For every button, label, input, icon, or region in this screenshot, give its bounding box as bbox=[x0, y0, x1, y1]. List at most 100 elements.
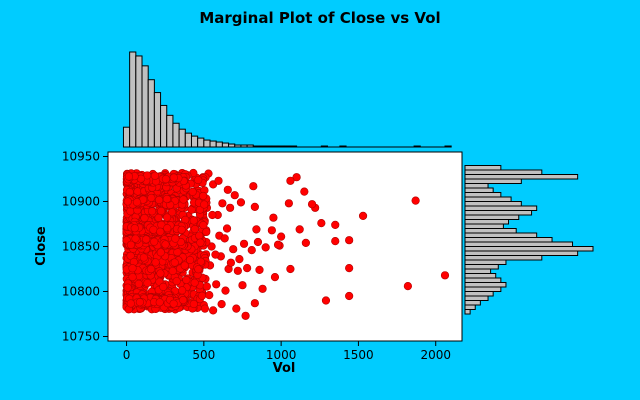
right-histogram-bar bbox=[464, 246, 594, 252]
top-histogram-bar bbox=[209, 140, 217, 148]
data-point bbox=[182, 275, 191, 285]
right-histogram-bar bbox=[464, 268, 492, 274]
right-histogram-bar bbox=[464, 304, 476, 310]
data-point bbox=[230, 191, 239, 200]
data-point bbox=[125, 187, 134, 197]
right-histogram-bar bbox=[464, 201, 522, 207]
data-point bbox=[317, 219, 326, 228]
data-point bbox=[200, 304, 210, 313]
data-point bbox=[172, 277, 181, 286]
data-point bbox=[241, 311, 250, 320]
data-point bbox=[171, 234, 180, 243]
x-tick-label: 0 bbox=[123, 348, 131, 362]
data-point bbox=[277, 232, 286, 241]
data-point bbox=[123, 283, 132, 292]
right-histogram-bar bbox=[464, 295, 489, 301]
top-histogram-bar bbox=[234, 144, 242, 148]
right-histogram-bar bbox=[464, 273, 497, 279]
x-axis: 0 500 1000 1500 2000 bbox=[123, 341, 451, 362]
data-point bbox=[196, 238, 205, 247]
data-point bbox=[273, 240, 283, 249]
data-point bbox=[226, 258, 235, 267]
data-point bbox=[235, 255, 244, 264]
data-point bbox=[188, 187, 197, 196]
data-point bbox=[345, 264, 354, 273]
data-point bbox=[331, 220, 340, 229]
top-histogram-bar bbox=[122, 126, 131, 148]
right-histogram-bar bbox=[464, 223, 504, 229]
scatter-points bbox=[122, 168, 450, 320]
top-histogram-bar bbox=[289, 145, 298, 148]
y-tick-label: 10750 bbox=[62, 330, 100, 344]
data-point bbox=[134, 279, 143, 289]
top-histogram-bar bbox=[166, 114, 174, 148]
data-point bbox=[156, 227, 165, 236]
top-histogram-bar bbox=[203, 139, 211, 148]
right-histogram-bar bbox=[464, 232, 538, 238]
top-histogram-bar bbox=[141, 65, 149, 148]
data-point bbox=[142, 235, 151, 244]
data-point bbox=[221, 286, 230, 295]
data-point bbox=[229, 245, 238, 254]
data-point bbox=[233, 266, 242, 275]
data-point bbox=[162, 194, 172, 204]
right-histogram-bar bbox=[464, 309, 471, 315]
right-histogram-bar bbox=[464, 255, 543, 261]
data-point bbox=[197, 291, 207, 300]
data-point bbox=[222, 224, 232, 233]
data-point bbox=[236, 198, 246, 207]
data-point bbox=[135, 298, 145, 307]
right-histogram-bar bbox=[464, 286, 502, 292]
top-histogram-bar bbox=[178, 128, 186, 148]
data-point bbox=[140, 213, 149, 223]
top-histogram-bar bbox=[265, 145, 273, 148]
data-point bbox=[128, 272, 137, 282]
data-point bbox=[295, 225, 304, 234]
data-point bbox=[194, 175, 203, 185]
right-histogram-bar bbox=[464, 237, 553, 243]
data-point bbox=[177, 225, 186, 234]
top-histogram bbox=[122, 51, 452, 148]
right-histogram-bar bbox=[464, 196, 512, 202]
top-histogram-bar bbox=[320, 145, 329, 148]
right-histogram-bar bbox=[464, 165, 502, 171]
data-point bbox=[147, 193, 156, 203]
right-histogram-bar bbox=[464, 291, 494, 297]
data-point bbox=[190, 278, 199, 287]
top-histogram-bar bbox=[147, 79, 155, 148]
data-point bbox=[128, 264, 137, 273]
data-point bbox=[250, 202, 259, 211]
right-histogram-bar bbox=[464, 282, 507, 288]
data-point bbox=[196, 257, 205, 266]
top-histogram-bar bbox=[228, 143, 236, 148]
data-point bbox=[139, 253, 148, 262]
top-histogram-bar bbox=[153, 92, 162, 148]
data-point bbox=[200, 200, 209, 209]
right-histogram-bar bbox=[464, 192, 502, 198]
data-point bbox=[156, 248, 165, 257]
data-point bbox=[194, 265, 203, 274]
top-histogram-bar bbox=[444, 145, 452, 148]
top-histogram-bar bbox=[413, 145, 421, 148]
data-point bbox=[226, 203, 235, 212]
y-tick-label: 10800 bbox=[62, 285, 100, 299]
top-histogram-bar bbox=[277, 145, 285, 148]
right-histogram-bar bbox=[464, 205, 538, 211]
data-point bbox=[253, 237, 263, 247]
data-point bbox=[150, 171, 160, 180]
data-point bbox=[159, 282, 168, 292]
data-point bbox=[269, 213, 278, 222]
data-point bbox=[239, 239, 249, 248]
right-histogram-bar bbox=[464, 187, 494, 193]
data-point bbox=[161, 240, 170, 249]
data-point bbox=[179, 195, 188, 204]
data-point bbox=[232, 304, 241, 313]
x-axis-label: Vol bbox=[273, 361, 296, 376]
data-point bbox=[202, 282, 211, 291]
right-histogram-bar bbox=[464, 300, 481, 306]
y-tick-label: 10950 bbox=[62, 150, 100, 164]
right-histogram-bar bbox=[464, 219, 510, 225]
y-axis-label: Close bbox=[34, 226, 49, 266]
data-point bbox=[157, 206, 166, 216]
data-point bbox=[168, 266, 177, 276]
